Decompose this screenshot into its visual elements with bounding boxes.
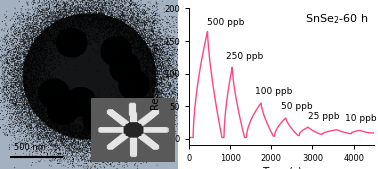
X-axis label: Time (s): Time (s) (262, 166, 302, 169)
Text: 50 ppb: 50 ppb (281, 102, 312, 111)
Text: 10 ppb: 10 ppb (345, 114, 377, 123)
Text: 500 nm: 500 nm (14, 143, 46, 152)
Text: SnSe$_2$-60 h: SnSe$_2$-60 h (305, 13, 369, 26)
Text: 250 ppb: 250 ppb (226, 52, 263, 61)
Text: 100 ppb: 100 ppb (255, 87, 292, 96)
Y-axis label: Response (%): Response (%) (152, 43, 161, 110)
Text: 500 ppb: 500 ppb (207, 18, 244, 27)
Text: 25 ppb: 25 ppb (308, 112, 340, 120)
